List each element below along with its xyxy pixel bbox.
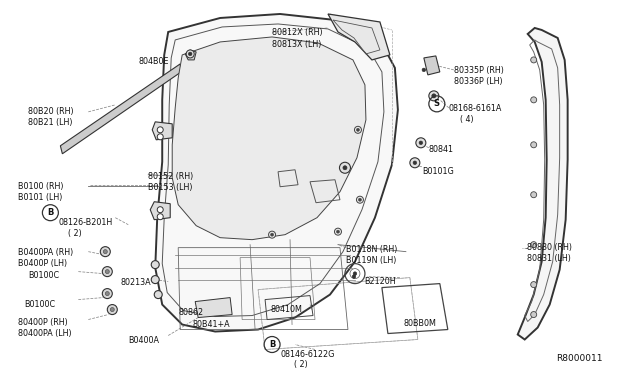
Circle shape (413, 161, 417, 164)
Circle shape (157, 207, 163, 213)
Circle shape (432, 94, 436, 98)
Polygon shape (518, 28, 568, 340)
Text: B0100C: B0100C (28, 270, 60, 280)
Text: 80B41+A: 80B41+A (192, 320, 230, 328)
Text: 80813X (LH): 80813X (LH) (272, 40, 321, 49)
Circle shape (419, 141, 422, 145)
Polygon shape (195, 298, 232, 318)
Text: 80830 (RH): 80830 (RH) (527, 243, 572, 251)
Circle shape (531, 192, 537, 198)
Text: 80213A: 80213A (120, 278, 151, 286)
Text: 80831 (LH): 80831 (LH) (527, 254, 571, 263)
Circle shape (416, 138, 426, 148)
Circle shape (531, 142, 537, 148)
Polygon shape (185, 50, 196, 60)
Text: 80400PA (LH): 80400PA (LH) (19, 328, 72, 337)
Circle shape (356, 196, 364, 203)
Circle shape (339, 162, 351, 173)
Text: B0101 (LH): B0101 (LH) (19, 193, 63, 202)
Circle shape (422, 68, 426, 72)
Polygon shape (156, 14, 398, 331)
Text: B0400P (LH): B0400P (LH) (19, 259, 68, 267)
Circle shape (102, 289, 112, 299)
Text: 08168-6161A: 08168-6161A (449, 104, 502, 113)
Circle shape (531, 312, 537, 318)
Circle shape (102, 267, 112, 277)
Text: 80335P (RH): 80335P (RH) (454, 66, 504, 75)
Circle shape (531, 57, 537, 63)
Circle shape (106, 292, 109, 296)
Circle shape (110, 308, 115, 312)
Text: 80862: 80862 (178, 308, 204, 317)
Text: 80152 (RH): 80152 (RH) (148, 172, 193, 181)
Polygon shape (328, 14, 390, 60)
Circle shape (353, 272, 356, 275)
Circle shape (188, 52, 192, 56)
Text: 80812X (RH): 80812X (RH) (272, 28, 323, 37)
Text: ( 4): ( 4) (460, 115, 474, 124)
Circle shape (531, 242, 537, 248)
Circle shape (343, 166, 347, 170)
Text: 80336P (LH): 80336P (LH) (454, 77, 502, 86)
Circle shape (157, 127, 163, 133)
Circle shape (429, 91, 439, 101)
Circle shape (157, 214, 163, 220)
Circle shape (335, 228, 342, 235)
Polygon shape (152, 122, 172, 140)
Text: B0400PA (RH): B0400PA (RH) (19, 248, 74, 257)
Polygon shape (172, 37, 366, 240)
Text: B0100 (RH): B0100 (RH) (19, 182, 64, 191)
Circle shape (410, 158, 420, 168)
Text: ( 2): ( 2) (294, 360, 308, 369)
Circle shape (106, 270, 109, 274)
Text: 08146-6122G: 08146-6122G (280, 350, 335, 359)
Text: 80410M: 80410M (270, 305, 302, 314)
Text: B2120H: B2120H (364, 277, 396, 286)
Text: B0101G: B0101G (422, 167, 454, 176)
Circle shape (154, 291, 162, 299)
Text: B: B (47, 208, 54, 217)
Text: B0100C: B0100C (24, 299, 56, 308)
Text: R8000011: R8000011 (556, 355, 602, 363)
Text: B0119N (LH): B0119N (LH) (346, 256, 396, 264)
Circle shape (358, 198, 362, 201)
Circle shape (352, 275, 356, 278)
Circle shape (157, 134, 163, 140)
Circle shape (337, 230, 339, 233)
Circle shape (103, 250, 108, 254)
Circle shape (186, 50, 194, 58)
Circle shape (100, 247, 110, 257)
Circle shape (355, 126, 362, 133)
Circle shape (151, 276, 159, 283)
Text: B0400A: B0400A (128, 336, 159, 344)
Circle shape (271, 233, 273, 236)
Circle shape (531, 282, 537, 288)
Text: 80B21 (LH): 80B21 (LH) (28, 118, 73, 127)
Text: 80BB0M: 80BB0M (404, 318, 436, 327)
Text: 08126-B201H: 08126-B201H (58, 218, 113, 227)
Circle shape (108, 305, 117, 315)
Text: 80841: 80841 (429, 145, 454, 154)
Text: B0153 (LH): B0153 (LH) (148, 183, 193, 192)
Circle shape (269, 231, 276, 238)
Circle shape (151, 261, 159, 269)
Text: B0118N (RH): B0118N (RH) (346, 245, 397, 254)
Text: B: B (269, 340, 275, 349)
Text: 80400P (RH): 80400P (RH) (19, 318, 68, 327)
Polygon shape (150, 202, 170, 220)
Circle shape (531, 97, 537, 103)
Text: S: S (434, 99, 440, 108)
Polygon shape (424, 56, 440, 75)
Circle shape (356, 128, 360, 131)
Text: ( 2): ( 2) (68, 229, 82, 238)
Circle shape (432, 94, 436, 98)
Polygon shape (60, 64, 181, 154)
Text: 80B20 (RH): 80B20 (RH) (28, 107, 74, 116)
Text: 804B0E: 804B0E (138, 57, 169, 66)
